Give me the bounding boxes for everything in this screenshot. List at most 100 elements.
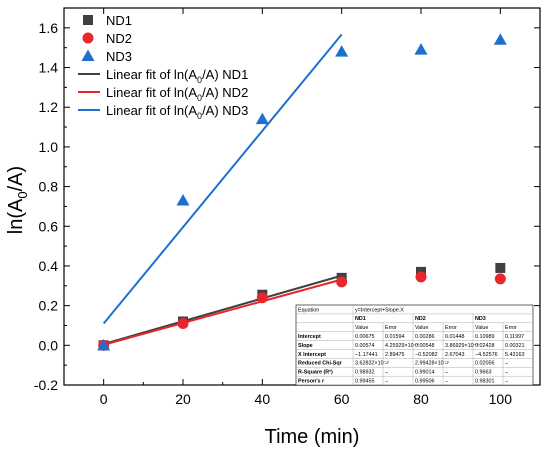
legend-label: Linear fit of ln(A0/A) ND3 [106,103,248,121]
stats-row-label: Slope [298,343,313,349]
stats-cell: 0.10989 [475,334,495,340]
legend-label-part: Linear fit of ln(A [106,85,197,100]
legend-label-part: /A) ND2 [202,85,248,100]
stats-row-label: Intercept [298,334,321,340]
legend-label: Linear fit of ln(A0/A) ND1 [106,67,248,85]
stats-cell: 5.43163 [505,352,525,358]
stats-sub-header: Value [415,325,428,331]
stats-cell: 0.00574 [355,343,375,349]
stats-cell: −4.52576 [475,352,498,358]
data-point-nd2 [415,271,427,283]
y-tick-label: 1.6 [39,20,59,36]
x-axis-title: Time (min) [265,426,360,448]
data-point-nd3 [493,33,507,45]
y-tick-label: 0.0 [39,337,59,353]
x-tick-label: 100 [489,391,513,407]
stats-cell: 2.99428×10⁻⁴ [415,361,449,367]
stats-cell: 0.11997 [505,334,524,340]
legend-label-part: /A) ND3 [202,103,248,118]
y-tick-label: 1.2 [39,99,59,115]
stats-group-header: ND1 [355,316,366,322]
data-point-nd1 [495,262,506,273]
stats-cell: 0.9663 [475,370,492,376]
y-tick-label: -0.2 [34,377,58,393]
legend-label-part: Linear fit of ln(A [106,103,197,118]
legend-label-sub: 0 [197,93,202,103]
legend-label-sub: 0 [197,75,202,85]
stats-cell: – [505,370,508,376]
x-tick-label: 0 [100,391,108,407]
data-point-nd2 [336,276,348,288]
stats-cell: 0.98932 [355,370,375,376]
stats-cell: 0.00321 [505,343,525,349]
fit-line-nd1 [103,274,342,345]
y-axis-title-sub: 0 [15,191,30,198]
data-point-nd3 [335,45,349,57]
data-point-nd3 [176,193,190,206]
data-point-nd3 [97,338,111,351]
stats-group-header: ND3 [475,316,486,322]
stats-cell: 0.01594 [385,334,405,340]
legend-marker-nd2 [82,32,94,44]
stats-sub-header: Value [355,325,368,331]
stats-sub-header: Value [475,325,488,331]
stats-sub-header: Error [445,325,457,331]
y-tick-label: 0.2 [39,298,59,314]
y-axis-title: ln(A0/A) [5,166,30,234]
stats-cell: 0.02056 [475,361,495,367]
stats-cell: – [505,361,508,367]
data-point-nd3 [255,112,269,125]
y-tick-label: 0.8 [39,179,59,195]
x-tick-label: 40 [255,391,271,407]
data-point-nd2 [494,273,506,285]
stats-cell: 0.00548 [415,343,435,349]
stats-table: Equation y=Intercept+Slope.X ND1 ND2 ND3 Valu… [295,304,534,386]
stats-group-header: ND2 [415,316,426,322]
stats-sub-header: Error [505,325,517,331]
stats-sub-header: Error [385,325,397,331]
stats-row-label: R-Square (R²) [298,370,333,376]
legend-label: ND1 [106,13,132,28]
legend-label: ND3 [106,49,132,64]
y-tick-label: 1.0 [39,139,59,155]
stats-cell: 0.00286 [415,334,435,340]
stats-equation-value: y=Intercept+Slope.X [355,307,404,313]
stats-cell: – [385,379,388,385]
stats-table-frame [295,304,534,386]
stats-cell: −1.17441 [355,352,378,358]
stats-cell: – [385,361,388,367]
data-point-nd2 [177,317,189,329]
y-tick-label: 0.4 [39,258,59,274]
stats-cell: 0.99014 [415,370,435,376]
y-axis-title-rest: /A) [5,166,27,192]
stats-cell: 3.62832×10⁻⁴ [355,361,389,367]
stats-equation-label: Equation [298,307,319,313]
stats-cell: 2.89475 [385,352,405,358]
stats-cell: −0.52082 [415,352,438,358]
legend-label: ND2 [106,31,132,46]
stats-cell: 0.98301 [475,379,495,385]
stats-row-label: X Intercept [298,352,326,358]
legend-label-part: /A) ND1 [202,67,248,82]
stats-cell: 2.67043 [445,352,465,358]
stats-cell: 0.01448 [445,334,465,340]
x-tick-label: 60 [334,391,350,407]
data-point-nd2 [256,292,268,304]
stats-cell: – [445,370,448,376]
stats-cell: – [505,379,508,385]
y-tick-label: 0.6 [39,218,59,234]
legend-marker-nd1 [83,15,93,25]
fit-line-nd2 [103,278,342,346]
y-axis-title-main: ln(A [5,198,27,234]
data-point-nd3 [414,43,428,55]
stats-row-label: Reduced Chi-Sqr [298,361,343,367]
stats-cell: 0.99455 [355,379,375,385]
stats-row-label: Person's r [298,379,325,385]
x-tick-label: 80 [413,391,429,407]
stats-cell: – [445,361,448,367]
legend-label: Linear fit of ln(A0/A) ND2 [106,85,248,103]
fit-line-nd3 [102,33,343,325]
y-tick-label: 1.4 [39,60,59,76]
